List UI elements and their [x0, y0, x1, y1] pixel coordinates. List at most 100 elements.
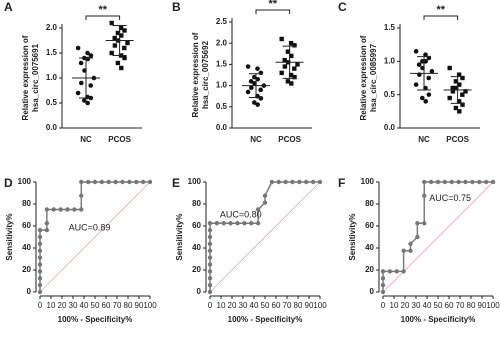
- x-tick-label: NC: [250, 135, 262, 144]
- data-point: [416, 62, 422, 67]
- roc-point: [44, 207, 50, 212]
- roc-point: [477, 179, 482, 185]
- data-point: [75, 45, 81, 51]
- x-axis-label: 100% - Specificity%: [58, 315, 133, 324]
- x-tick-label: 50: [91, 301, 100, 310]
- y-tick-label: 0.0: [384, 123, 396, 132]
- y-tick-label: 60: [192, 221, 201, 230]
- significance-bracket: [423, 15, 459, 20]
- y-tick-label: 1.0: [46, 73, 58, 82]
- x-tick-label: NC: [418, 135, 430, 144]
- data-point: [420, 95, 425, 101]
- y-axis-label: Relative expression of: [191, 32, 200, 117]
- roc-point: [463, 179, 468, 185]
- roc-point: [401, 248, 406, 253]
- auc-label: AUC=0.80: [220, 209, 262, 219]
- x-tick-label: 0: [38, 301, 43, 310]
- y-tick-label: 1.5: [384, 23, 396, 32]
- roc-point: [255, 221, 261, 226]
- roc-point: [422, 179, 427, 185]
- data-point: [460, 75, 465, 81]
- y-tick-label: 40: [365, 243, 374, 252]
- y-tick-label: 20: [192, 265, 201, 274]
- data-point: [125, 40, 130, 46]
- roc-point: [37, 262, 43, 267]
- roc-point: [207, 221, 213, 226]
- data-point: [255, 102, 260, 107]
- roc-point: [242, 221, 247, 226]
- roc-point: [207, 276, 213, 281]
- data-point: [413, 82, 419, 87]
- x-tick-label: PCOS: [108, 135, 131, 144]
- y-tick-label: 2.0: [216, 38, 228, 47]
- x-tick-label: 40: [423, 301, 432, 310]
- data-point: [413, 49, 419, 54]
- y-axis-label: Sensitivity%: [5, 213, 14, 260]
- data-point: [460, 92, 465, 97]
- x-tick-label: 10: [217, 301, 226, 310]
- data-point: [258, 70, 264, 76]
- data-point: [88, 83, 93, 88]
- roc-point: [490, 179, 496, 185]
- roc-point: [207, 269, 213, 274]
- roc-point: [44, 227, 50, 233]
- roc-point: [79, 179, 84, 185]
- roc-point: [140, 179, 146, 185]
- data-point: [423, 52, 428, 57]
- roc-point: [228, 221, 233, 226]
- y-tick-label: 60: [365, 221, 374, 230]
- roc-point: [290, 179, 295, 185]
- data-point: [450, 89, 456, 94]
- y-tick-label: 1.5: [216, 60, 228, 69]
- roc-point: [207, 289, 213, 295]
- y-tick-label: 2.0: [46, 23, 58, 32]
- roc-point: [37, 241, 43, 247]
- x-tick-label: 90: [478, 301, 487, 310]
- error-bar: [112, 25, 127, 56]
- data-point: [295, 62, 300, 67]
- roc-point: [442, 179, 448, 185]
- data-point: [460, 102, 465, 107]
- roc-point: [214, 221, 220, 226]
- x-axis-label: 100% - Specificity%: [401, 315, 476, 324]
- roc-point: [276, 179, 281, 185]
- panel-label: E: [172, 176, 180, 190]
- data-point: [282, 64, 288, 69]
- roc-point: [79, 207, 84, 212]
- data-point: [279, 70, 284, 76]
- roc-point: [422, 193, 427, 198]
- roc-point: [99, 179, 105, 185]
- data-point: [429, 69, 435, 74]
- y-axis-label: hsa_circ_0075692: [201, 40, 210, 109]
- roc-point: [262, 200, 268, 205]
- data-point: [109, 50, 114, 56]
- roc-point: [283, 179, 288, 185]
- roc-point: [147, 179, 153, 185]
- x-tick-label: 20: [58, 301, 67, 310]
- roc-point: [85, 179, 91, 185]
- roc-point: [408, 241, 413, 247]
- y-tick-label: 0.0: [216, 123, 228, 132]
- x-tick-label: PCOS: [278, 135, 301, 144]
- data-point: [112, 35, 117, 41]
- roc-point: [127, 179, 132, 185]
- x-tick-label: 30: [239, 301, 248, 310]
- x-tick-label: 60: [272, 301, 281, 310]
- y-tick-label: 100: [361, 177, 375, 186]
- roc-point: [37, 234, 43, 240]
- data-point: [112, 43, 118, 48]
- roc-point: [269, 179, 275, 185]
- roc-point: [37, 227, 43, 233]
- data-point: [118, 25, 124, 31]
- data-point: [288, 41, 294, 46]
- significance-bracket: [85, 15, 121, 20]
- y-tick-label: 0: [197, 287, 202, 296]
- x-tick-label: 60: [445, 301, 454, 310]
- x-tick-label: 10: [390, 301, 399, 310]
- roc-point: [51, 207, 56, 212]
- roc-point: [380, 289, 386, 295]
- data-point: [115, 30, 121, 36]
- roc-point: [44, 221, 50, 226]
- data-point: [292, 66, 297, 71]
